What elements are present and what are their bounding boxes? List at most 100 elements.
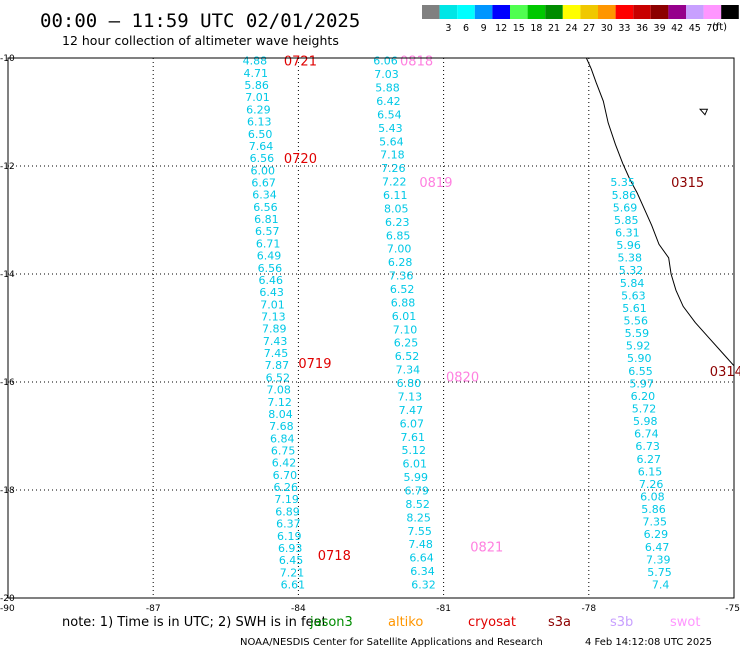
wave-height-value: 6.56 [250, 152, 275, 165]
wave-height-value: 7.43 [263, 335, 288, 348]
wave-height-value: 5.75 [647, 566, 672, 579]
legend-label: 36 [636, 23, 648, 34]
wave-height-value: 5.59 [625, 327, 650, 340]
wave-height-value: 5.86 [244, 79, 269, 92]
wave-height-value: 5.56 [623, 314, 648, 327]
wave-height-value: 7.68 [269, 420, 294, 433]
wave-height-value: 5.99 [403, 471, 428, 484]
wave-height-value: 5.97 [629, 377, 654, 390]
wave-height-value: 6.56 [258, 262, 283, 275]
wave-height-value: 6.34 [252, 189, 277, 202]
wave-height-value: 6.11 [383, 189, 408, 202]
satellite-label: jason3 [309, 615, 353, 630]
pass-id-label: 0720 [284, 152, 317, 167]
wave-height-value: 6.20 [631, 390, 656, 403]
wave-height-value: 6.00 [251, 164, 276, 177]
legend-swatch [598, 5, 616, 19]
wave-height-value: 6.27 [637, 453, 662, 466]
lon-tick-label: -75 [725, 604, 740, 614]
page-title: 00:00 – 11:59 UTC 02/01/2025 [40, 10, 360, 32]
wave-height-value: 5.98 [633, 415, 658, 428]
wave-height-value: 5.92 [626, 340, 651, 353]
wave-height-value: 5.86 [612, 189, 637, 202]
satellite-label: cryosat [468, 615, 516, 630]
wave-height-value: 6.46 [258, 274, 283, 287]
wave-height-value: 6.89 [275, 505, 300, 518]
pass-id-label: 0820 [446, 371, 479, 386]
legend-swatch [510, 5, 528, 19]
wave-height-value: 6.45 [279, 554, 304, 567]
wave-height-value: 7.89 [262, 323, 287, 336]
island-outline [699, 108, 709, 116]
legend-swatch [580, 5, 598, 19]
wave-height-value: 7.48 [408, 538, 433, 551]
wave-height-value: 5.69 [613, 201, 638, 214]
lon-tick-label: -81 [436, 604, 451, 614]
coastline [585, 57, 735, 367]
legend-label: 27 [583, 23, 595, 34]
axis-tick-labels: -90 -87 -84 -81 -78 -75 -10 -12 -14 -16 -18 -20 [0, 54, 740, 614]
satellite-legend: jason3 altiko cryosat s3a s3b swot [309, 615, 700, 630]
wave-height-value: 7.55 [407, 525, 432, 538]
wave-height-value: 7.39 [646, 553, 671, 566]
wave-height-value: 5.43 [378, 122, 403, 135]
wave-height-value: 5.64 [379, 135, 404, 148]
wave-height-value: 6.37 [276, 518, 301, 531]
wave-height-value: 5.85 [614, 214, 639, 227]
wave-height-value: 6.26 [274, 481, 299, 494]
wave-height-value: 8.25 [406, 511, 431, 524]
satellite-label: swot [670, 615, 700, 630]
pass-id-label: 0315 [671, 176, 704, 191]
wave-height-value: 6.67 [251, 177, 276, 190]
wave-height-value: 6.31 [615, 226, 640, 239]
wave-height-value: 5.84 [620, 277, 645, 290]
wave-height-value: 6.73 [635, 440, 660, 453]
legend-swatch [457, 5, 475, 19]
footer-note: note: 1) Time is in UTC; 2) SWH is in fe… [62, 615, 327, 630]
wave-height-value: 6.34 [410, 565, 435, 578]
legend-label: 30 [601, 23, 613, 34]
wave-height-value: 6.61 [281, 579, 306, 592]
legend-label: 6 [463, 23, 469, 34]
legend-swatch [422, 5, 440, 19]
wave-height-value: 6.29 [644, 528, 669, 541]
wave-height-value: 5.86 [641, 503, 666, 516]
satellite-label: altiko [388, 615, 423, 630]
wave-height-value: 6.80 [397, 377, 422, 390]
wave-height-value: 6.49 [257, 250, 282, 263]
wave-height-value: 6.13 [247, 116, 272, 129]
wave-height-value: 6.93 [278, 542, 303, 555]
wave-height-value: 6.29 [246, 103, 271, 116]
wave-height-value: 6.47 [645, 541, 670, 554]
wave-height-value: 5.96 [616, 239, 641, 252]
credit-text: NOAA/NESDIS Center for Satellite Applica… [240, 637, 543, 648]
lat-tick-label: -20 [0, 594, 15, 604]
wave-height-value: 5.35 [610, 176, 635, 189]
wave-height-value: 7.4 [652, 579, 670, 592]
wave-height-value: 7.45 [264, 347, 289, 360]
lat-tick-label: -16 [0, 378, 15, 388]
wave-height-value: 7.08 [266, 384, 291, 397]
wave-height-value: 6.55 [628, 365, 653, 378]
wave-height-value: 6.42 [376, 95, 401, 108]
wave-height-value: 5.61 [622, 302, 647, 315]
wave-height-value: 6.71 [256, 237, 281, 250]
lon-tick-label: -78 [581, 604, 596, 614]
wave-height-value: 6.15 [638, 465, 663, 478]
wave-height-value: 6.23 [385, 216, 410, 229]
wave-height-value: 6.56 [253, 201, 278, 214]
wave-height-value: 7.19 [274, 493, 299, 506]
wave-height-value: 5.12 [402, 444, 427, 457]
legend-swatch [668, 5, 686, 19]
wave-height-value: 8.04 [268, 408, 293, 421]
lat-tick-label: -18 [0, 486, 15, 496]
wave-height-value: 6.06 [373, 55, 398, 68]
wave-height-value: 6.01 [403, 458, 428, 471]
wave-height-value: 6.01 [392, 310, 417, 323]
wave-height-value: 6.43 [259, 286, 284, 299]
legend-swatch [615, 5, 634, 19]
legend-swatch [492, 5, 510, 19]
legend-label: 70 [706, 23, 718, 34]
legend-swatch [686, 5, 704, 19]
legend-label: 12 [495, 23, 507, 34]
